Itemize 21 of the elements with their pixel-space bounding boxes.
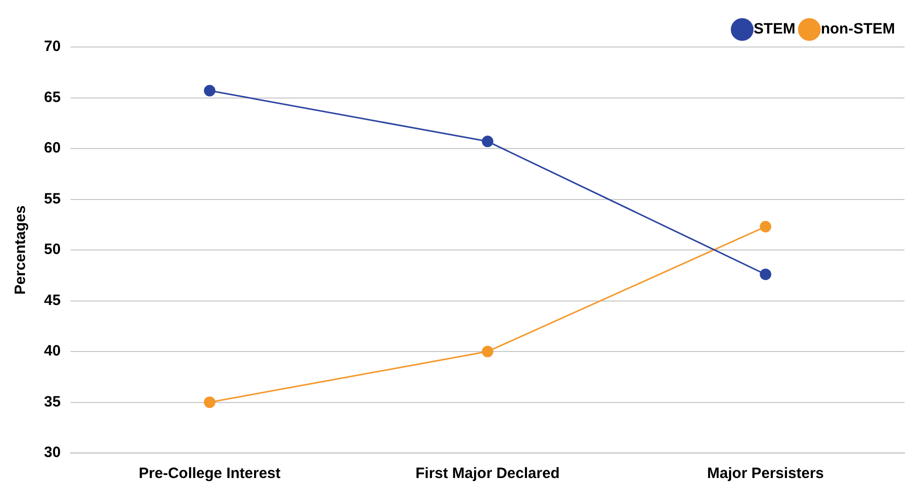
x-tick-label: Major Persisters: [707, 465, 824, 482]
point: [482, 136, 494, 148]
y-tick-label: 40: [44, 342, 61, 360]
y-tick-label: 55: [44, 190, 61, 208]
legend-label: non-STEM: [820, 20, 896, 38]
y-tick-label: 30: [44, 444, 61, 462]
y-tick-label: 65: [44, 88, 61, 106]
point: [204, 396, 216, 408]
x-tick-label: Pre-College Interest: [138, 465, 281, 482]
y-tick-label: 45: [44, 292, 61, 309]
y-tick-label: 70: [44, 38, 61, 56]
point: [760, 220, 772, 232]
point: [482, 346, 494, 358]
point: [204, 84, 216, 96]
legend-label: STEM: [754, 20, 796, 38]
y-tick-label: 35: [44, 393, 61, 410]
y-tick-label: 60: [44, 140, 61, 157]
point: [760, 268, 772, 280]
y-tick-label: 50: [44, 241, 61, 258]
x-tick-label: First Major Declared: [415, 465, 560, 482]
y-axis-title: Percentages: [12, 205, 30, 295]
